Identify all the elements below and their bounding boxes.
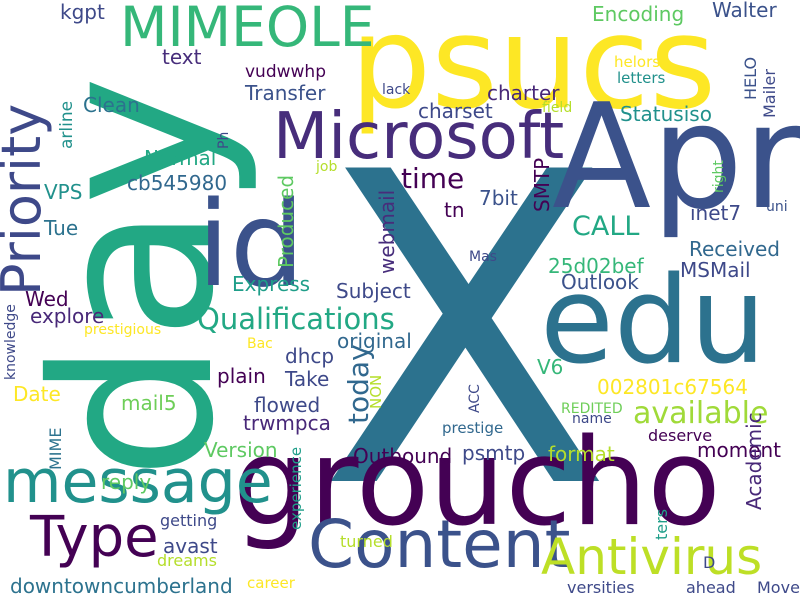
word-inet7: inet7: [690, 201, 742, 225]
word-ph: Ph: [216, 131, 232, 149]
word-reply: reply: [101, 470, 152, 494]
word-prestigious: prestigious: [84, 322, 162, 338]
word-received: Received: [689, 237, 780, 261]
word-helo: HELO: [741, 56, 760, 100]
word-qualifications: Qualifications: [197, 302, 395, 336]
word-mas: Mas: [469, 249, 497, 265]
word-prestige: prestige: [442, 419, 504, 437]
word-version: Version: [204, 438, 278, 462]
word-d: D: [703, 553, 716, 572]
word-right: right: [711, 160, 727, 193]
word-lack: lack: [382, 82, 411, 98]
word-psucs: psucs: [350, 0, 717, 138]
word-psmtp: psmtp: [462, 441, 526, 465]
word-dhcp: dhcp: [285, 344, 335, 368]
word-arline: arline: [57, 100, 77, 149]
word-versities: versities: [567, 578, 635, 597]
word-wed: Wed: [25, 287, 69, 311]
word-002801c67564: 002801c67564: [597, 375, 748, 399]
word-produced: Produced: [274, 174, 298, 268]
word-flowed: flowed: [254, 393, 321, 417]
word-normal: Normal: [144, 146, 217, 170]
word-redited: REDITED: [561, 401, 623, 417]
word-subject: Subject: [336, 279, 411, 303]
word-cb545980: cb545980: [127, 171, 228, 195]
word-dreams: dreams: [157, 551, 217, 570]
word-move: Move: [757, 578, 800, 597]
word-field: field: [542, 100, 573, 116]
word-name: name: [572, 411, 612, 427]
word-date: Date: [13, 382, 61, 406]
word-career: career: [247, 574, 295, 592]
word-job: job: [316, 159, 338, 175]
word-moment: moment: [697, 438, 782, 462]
word-ters: ters: [652, 508, 671, 540]
word-text: text: [162, 45, 202, 69]
word-tue: Tue: [44, 216, 79, 240]
word-mailer: Mailer: [760, 69, 779, 118]
word-call: CALL: [572, 211, 640, 242]
word-bac: Bac: [247, 336, 273, 352]
word-outlook: Outlook: [561, 270, 639, 294]
word-id: id: [197, 175, 305, 313]
word-kgpt: kgpt: [60, 0, 105, 24]
word-microsoft: Microsoft: [273, 100, 565, 174]
word-25d02bef: 25d02bef: [548, 254, 644, 278]
word-knowledge: knowledge: [3, 304, 19, 380]
word-7bit: 7bit: [479, 186, 518, 210]
word-clean: Clean: [83, 93, 140, 117]
word-ahead: ahead: [686, 578, 736, 597]
word-deserve: deserve: [648, 426, 713, 445]
word-mime: MIME: [46, 427, 65, 470]
word-time: time: [401, 162, 465, 195]
word-available: available: [633, 396, 769, 431]
word-vps: VPS: [44, 180, 83, 204]
word-avast: avast: [163, 534, 218, 558]
word-letters: letters: [617, 69, 666, 87]
word-antivirus: Antivirus: [541, 528, 763, 586]
word-express: Express: [232, 272, 311, 296]
word-smtp: SMTP: [530, 157, 554, 212]
word-type: Type: [30, 505, 159, 570]
word-helors: helors: [614, 53, 661, 71]
word-plain: plain: [217, 364, 266, 388]
word-message: message: [3, 447, 273, 517]
word-vudwwhp: vudwwhp: [245, 62, 326, 82]
word-mimeole: MIMEOLE: [120, 0, 375, 59]
word-walter: Walter: [712, 0, 777, 22]
word-charter: charter: [487, 81, 560, 105]
word-experience: experience: [287, 446, 305, 530]
word-charset: charset: [418, 99, 493, 123]
word-downtowncumberland: downtowncumberland: [10, 574, 233, 598]
word-acc: ACC: [467, 384, 483, 413]
word-mail5: mail5: [121, 391, 177, 415]
word-tn: tn: [444, 198, 465, 222]
word-x: X: [318, 83, 613, 583]
word-turned: turned: [340, 532, 393, 551]
word-v6: V6: [537, 355, 564, 379]
word-priority: Priority: [0, 103, 53, 296]
word-webmail: webmail: [375, 189, 399, 274]
word-content: Content: [308, 506, 571, 583]
word-academic: Academic: [742, 412, 766, 510]
word-explore: explore: [30, 304, 105, 328]
word-statusiso: Statusiso: [620, 102, 712, 126]
word-take: Take: [285, 367, 330, 391]
word-trwmpca: trwmpca: [243, 411, 331, 435]
word-non: NON: [367, 374, 385, 409]
word-outbound: Outbound: [353, 444, 453, 468]
word-getting: getting: [160, 511, 218, 530]
word-apr: Apr: [552, 73, 800, 242]
word-uni: uni: [766, 199, 788, 215]
word-edu: edu: [540, 252, 767, 391]
word-format: format: [548, 442, 615, 466]
word-encoding: Encoding: [592, 2, 685, 26]
word-transfer: Transfer: [245, 81, 326, 105]
word-groucho: groucho: [233, 414, 721, 553]
word-original: original: [337, 329, 412, 353]
word-msmail: MSMail: [680, 258, 751, 282]
